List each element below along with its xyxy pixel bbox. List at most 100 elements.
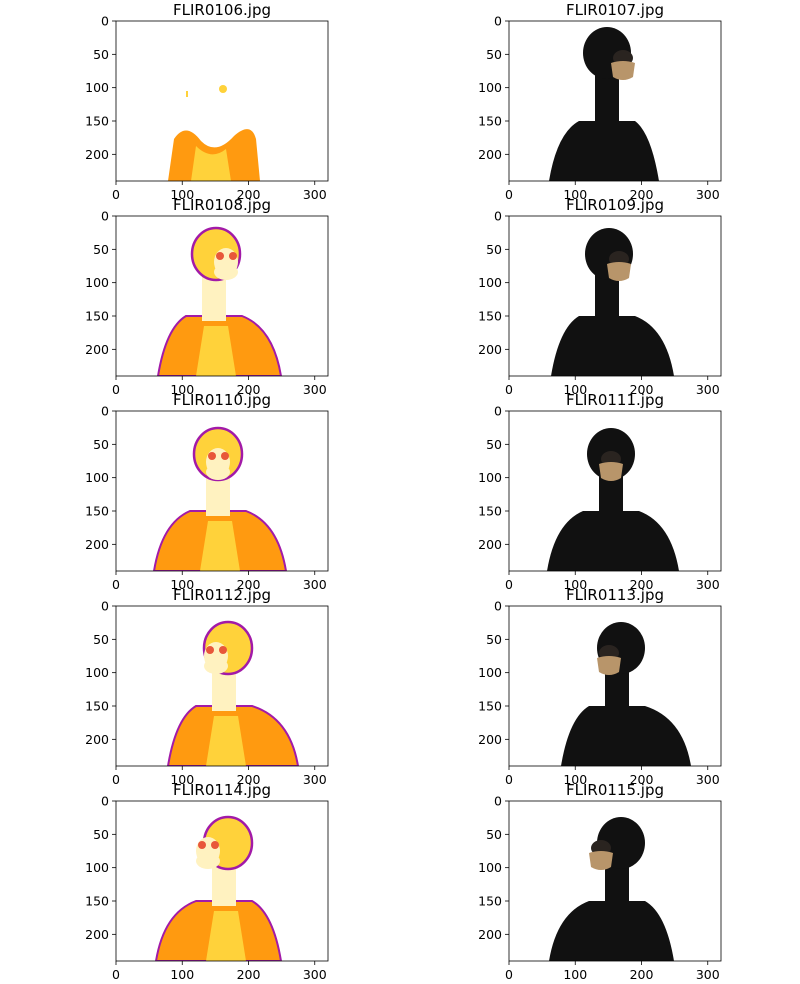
panel-6: FLIR0111.jpg 0 100 200 300 0 50 100 150 200 bbox=[478, 391, 722, 592]
x-tick-label: 300 bbox=[696, 772, 720, 787]
panel-title: FLIR0112.jpg bbox=[173, 586, 271, 604]
x-tick-label: 100 bbox=[170, 967, 194, 982]
subject-body bbox=[549, 121, 659, 181]
panel-image bbox=[166, 620, 300, 766]
x-tick-label: 300 bbox=[303, 187, 327, 202]
y-tick-label: 150 bbox=[85, 699, 109, 714]
y-tick-label: 150 bbox=[478, 894, 502, 909]
x-tick-label: 200 bbox=[630, 187, 654, 202]
panel-title: FLIR0114.jpg bbox=[173, 781, 271, 799]
y-tick-label: 0 bbox=[494, 209, 502, 224]
x-tick-label: 0 bbox=[112, 187, 120, 202]
subject-eye bbox=[208, 452, 216, 460]
axes-frame bbox=[115, 20, 329, 182]
x-tick-label: 0 bbox=[505, 967, 513, 982]
subject-mask bbox=[206, 464, 230, 480]
x-tick-label: 100 bbox=[170, 382, 194, 397]
panel-image bbox=[154, 815, 283, 961]
y-tick-label: 200 bbox=[478, 537, 502, 552]
y-tick-label: 200 bbox=[478, 147, 502, 162]
panel-1: FLIR0106.jpg 0 100 200 300 0 50 100 150 200 bbox=[85, 1, 329, 202]
x-tick-label: 100 bbox=[170, 772, 194, 787]
x-tick-label: 300 bbox=[696, 382, 720, 397]
y-tick-label: 200 bbox=[478, 732, 502, 747]
x-tick-label: 300 bbox=[696, 187, 720, 202]
x-tick-label: 200 bbox=[630, 772, 654, 787]
x-tick-label: 300 bbox=[303, 577, 327, 592]
panel-title: FLIR0106.jpg bbox=[173, 1, 271, 19]
x-tick-label: 0 bbox=[112, 382, 120, 397]
y-tick-label: 100 bbox=[85, 665, 109, 680]
x-tick-label: 0 bbox=[505, 187, 513, 202]
subject-fragment bbox=[186, 91, 188, 97]
panel-10: FLIR0115.jpg 0 100 200 300 0 50 100 150 200 bbox=[478, 781, 722, 982]
panel-3: FLIR0108.jpg 0 100 200 300 0 50 100 150 200 bbox=[85, 196, 329, 397]
x-tick-label: 200 bbox=[237, 382, 261, 397]
panel-title: FLIR0108.jpg bbox=[173, 196, 271, 214]
axes-frame bbox=[508, 20, 722, 182]
subject-chest bbox=[206, 716, 246, 766]
panel-title: FLIR0113.jpg bbox=[566, 586, 664, 604]
x-tick-label: 0 bbox=[505, 577, 513, 592]
x-tick-label: 300 bbox=[696, 967, 720, 982]
panel-image bbox=[549, 817, 674, 961]
subject-mask bbox=[611, 61, 635, 80]
subject-mask bbox=[597, 656, 621, 675]
subject-eye bbox=[211, 841, 219, 849]
subject-mask bbox=[607, 262, 631, 281]
x-tick-label: 200 bbox=[630, 382, 654, 397]
y-tick-label: 50 bbox=[93, 632, 109, 647]
panel-image bbox=[547, 428, 679, 571]
x-tick-label: 100 bbox=[563, 967, 587, 982]
axes-frame bbox=[115, 215, 329, 377]
y-tick-label: 50 bbox=[486, 47, 502, 62]
subject-eye bbox=[229, 252, 237, 260]
y-tick-label: 200 bbox=[85, 732, 109, 747]
subject-eye bbox=[198, 841, 206, 849]
x-tick-label: 100 bbox=[563, 772, 587, 787]
y-tick-label: 150 bbox=[478, 114, 502, 129]
y-tick-label: 0 bbox=[494, 404, 502, 419]
y-tick-label: 0 bbox=[494, 14, 502, 29]
panel-4: FLIR0109.jpg 0 100 200 300 0 50 100 150 200 bbox=[478, 196, 722, 397]
y-tick-label: 150 bbox=[478, 699, 502, 714]
panel-image bbox=[156, 226, 283, 376]
axes-frame bbox=[508, 215, 722, 377]
y-tick-label: 150 bbox=[478, 504, 502, 519]
y-tick-label: 100 bbox=[478, 80, 502, 95]
subject-chest bbox=[206, 911, 246, 961]
x-tick-label: 300 bbox=[303, 967, 327, 982]
axes-frame bbox=[115, 605, 329, 767]
x-tick-label: 0 bbox=[112, 577, 120, 592]
x-tick-label: 200 bbox=[237, 187, 261, 202]
y-tick-label: 150 bbox=[478, 309, 502, 324]
panel-title: FLIR0111.jpg bbox=[566, 391, 664, 409]
panel-title: FLIR0107.jpg bbox=[566, 1, 664, 19]
y-tick-label: 0 bbox=[101, 404, 109, 419]
y-tick-label: 0 bbox=[101, 209, 109, 224]
axes-frame bbox=[115, 410, 329, 572]
x-tick-label: 100 bbox=[170, 577, 194, 592]
y-tick-label: 50 bbox=[93, 242, 109, 257]
y-tick-label: 100 bbox=[478, 665, 502, 680]
subject-body bbox=[547, 511, 679, 571]
y-tick-label: 0 bbox=[494, 794, 502, 809]
subject-mask bbox=[204, 658, 228, 674]
panel-image bbox=[168, 85, 260, 181]
y-tick-label: 200 bbox=[85, 927, 109, 942]
x-tick-label: 200 bbox=[630, 967, 654, 982]
y-tick-label: 50 bbox=[93, 827, 109, 842]
y-tick-label: 50 bbox=[93, 47, 109, 62]
y-tick-label: 0 bbox=[494, 599, 502, 614]
subject-eye bbox=[216, 252, 224, 260]
axes-frame bbox=[508, 605, 722, 767]
x-tick-label: 200 bbox=[237, 967, 261, 982]
y-tick-label: 0 bbox=[101, 794, 109, 809]
subject-torso-highlight bbox=[191, 146, 231, 181]
y-tick-label: 150 bbox=[85, 114, 109, 129]
subject-eye bbox=[219, 646, 227, 654]
y-tick-label: 100 bbox=[478, 470, 502, 485]
y-tick-label: 200 bbox=[85, 342, 109, 357]
y-tick-label: 200 bbox=[85, 537, 109, 552]
